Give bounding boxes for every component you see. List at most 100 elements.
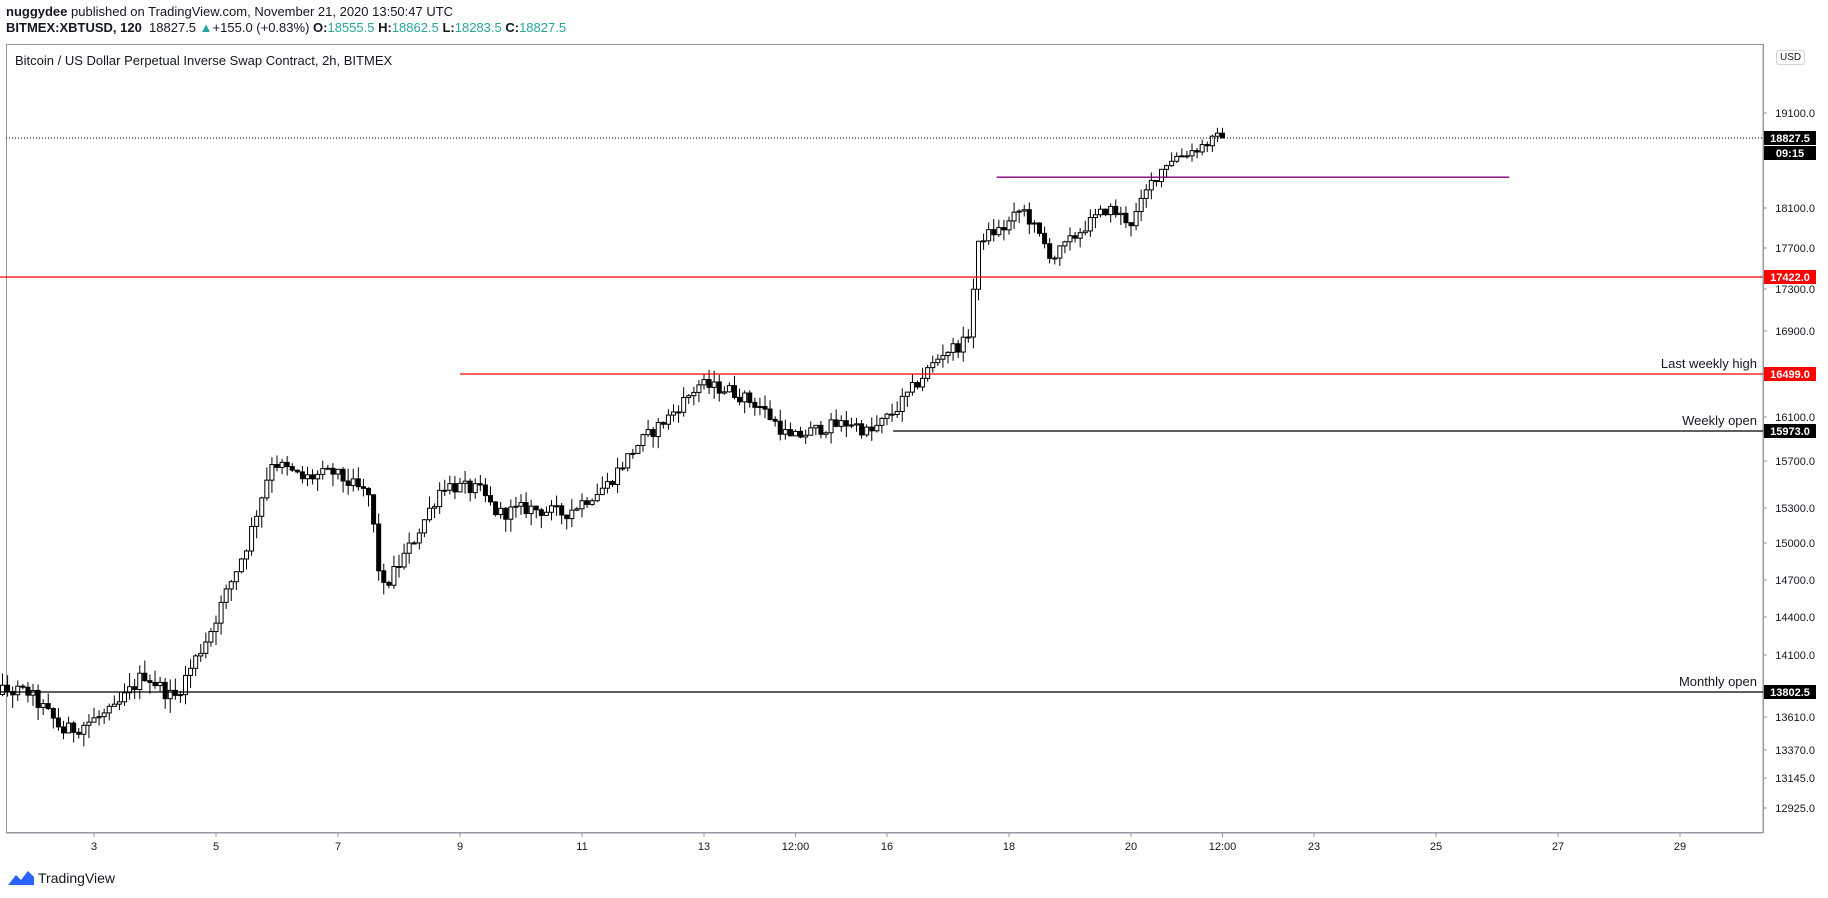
- candle-body: [345, 480, 351, 486]
- candle-body: [45, 703, 51, 710]
- candle-body: [833, 419, 839, 427]
- y-tick-label: 16900.0: [1775, 326, 1815, 338]
- candle-body: [167, 689, 173, 700]
- symbol-label: BITMEX:XBTUSD, 120: [6, 20, 142, 35]
- symbol-ohlc-bar: BITMEX:XBTUSD, 120 18827.5 ▲+155.0 (+0.8…: [6, 20, 566, 35]
- candle-body: [233, 571, 239, 583]
- candle-body: [660, 421, 666, 425]
- y-tick-label: 14700.0: [1775, 575, 1815, 587]
- candle-body: [854, 423, 859, 426]
- y-tick-label: 13610.0: [1775, 712, 1815, 724]
- candle-body: [721, 391, 727, 394]
- candle-body: [513, 505, 519, 508]
- x-tick-label: 25: [1430, 841, 1442, 853]
- candle-body: [620, 467, 626, 470]
- candle-body: [864, 426, 870, 436]
- candle-body: [1108, 205, 1114, 216]
- candle-body: [1184, 155, 1190, 158]
- candle-body: [101, 712, 107, 718]
- candle-body: [1031, 222, 1037, 225]
- candle-body: [447, 483, 453, 491]
- candle-body: [874, 424, 880, 432]
- footer-brand[interactable]: TradingView: [8, 870, 115, 886]
- low-label: L:: [442, 20, 455, 35]
- y-tick-label: 17700.0: [1775, 243, 1815, 255]
- candle-body: [1128, 222, 1134, 227]
- candle-body: [284, 461, 290, 468]
- candle-body: [676, 411, 682, 414]
- x-tick-label: 12:00: [782, 841, 810, 853]
- level-price-tag-label: 17422.0: [1770, 272, 1810, 284]
- candle-body: [142, 672, 148, 682]
- candle-body: [747, 392, 753, 403]
- candle-body: [1174, 155, 1180, 162]
- candle-body: [772, 418, 778, 422]
- candle-body: [965, 336, 971, 339]
- publish-info: nuggydee published on TradingView.com, N…: [6, 4, 453, 19]
- candle-body: [350, 478, 356, 486]
- candle-body: [960, 336, 966, 353]
- published-text: published on TradingView.com, November 2…: [67, 4, 454, 19]
- countdown-tag: [1764, 146, 1816, 160]
- change-arrow-icon: ▲: [199, 20, 213, 35]
- candle-body: [955, 343, 961, 353]
- candle-body: [589, 500, 595, 505]
- candle-body: [30, 689, 36, 696]
- x-tick-label: 18: [1003, 841, 1015, 853]
- candle-body: [259, 497, 265, 517]
- candle-body: [1092, 214, 1098, 219]
- candle-body: [549, 505, 554, 513]
- candle-body: [493, 501, 499, 516]
- candle-body: [137, 672, 143, 690]
- candle-body: [437, 489, 443, 508]
- candle-body: [935, 358, 941, 364]
- candle-body: [340, 468, 346, 482]
- candle-body: [371, 494, 377, 525]
- candle-body: [310, 474, 316, 480]
- candle-body: [467, 480, 473, 494]
- candle-body: [564, 514, 570, 520]
- candle-body: [508, 506, 514, 520]
- high-label: H:: [378, 20, 392, 35]
- candle-body: [671, 411, 676, 416]
- candle-body: [218, 601, 224, 624]
- x-tick-label: 12:00: [1209, 841, 1237, 853]
- publisher-name[interactable]: nuggydee: [6, 4, 68, 19]
- level-price-tag-label: 15973.0: [1770, 426, 1810, 438]
- candle-body: [264, 479, 270, 499]
- candle-body: [945, 351, 951, 357]
- candle-body: [71, 722, 77, 733]
- candle-body: [752, 401, 758, 408]
- candle-body: [1042, 232, 1048, 245]
- candle-body: [579, 500, 585, 510]
- candle-body: [305, 474, 310, 480]
- candle-body: [61, 726, 66, 734]
- x-tick-label: 20: [1125, 841, 1137, 853]
- candle-body: [289, 466, 295, 471]
- currency-badge[interactable]: USD: [1776, 50, 1806, 65]
- candle-body: [538, 509, 544, 516]
- candle-body: [355, 478, 361, 488]
- candle-body: [818, 424, 824, 435]
- candle-body: [35, 689, 41, 708]
- candle-body: [376, 523, 382, 572]
- candle-body: [1016, 210, 1022, 213]
- axis-lines: [6, 45, 1764, 834]
- high-value: 18862.5: [391, 20, 439, 35]
- candle-body: [1143, 189, 1149, 199]
- candle-body: [1148, 179, 1154, 191]
- candle-body: [213, 622, 219, 633]
- candle-body: [930, 362, 936, 369]
- candle-body: [681, 397, 687, 413]
- candle-body: [20, 685, 26, 688]
- candle-body: [406, 542, 412, 554]
- candle-body: [1164, 165, 1170, 170]
- candle-body: [421, 519, 427, 534]
- x-tick-label: 5: [213, 841, 219, 853]
- candle-body: [813, 424, 819, 429]
- candle-body: [116, 701, 122, 705]
- candle-body: [1098, 208, 1103, 216]
- candle-body: [1072, 235, 1078, 239]
- candle-body: [523, 502, 529, 515]
